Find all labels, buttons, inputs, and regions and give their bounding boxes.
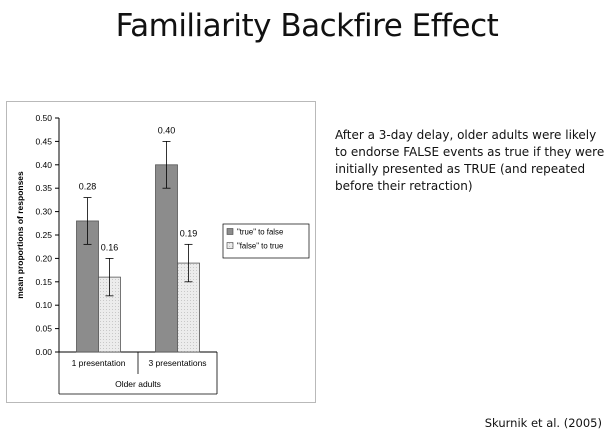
y-tick-label: 0.10 xyxy=(35,300,52,310)
x-tick-label: 3 presentations xyxy=(148,358,206,368)
chart-frame: 0.00 0.05 0.10 0.15 0.20 0.25 0.30 0.35 0.40 0.45… xyxy=(6,101,316,403)
y-tick-label: 0.35 xyxy=(35,183,52,193)
slide-caption: After a 3-day delay, older adults were l… xyxy=(335,128,605,193)
bar xyxy=(155,164,178,353)
data-label: 0.28 xyxy=(79,182,97,192)
y-tick-label: 0.30 xyxy=(35,207,52,217)
data-label: 0.19 xyxy=(180,228,198,238)
y-tick-label: 0.00 xyxy=(35,347,52,357)
y-tick-label: 0.05 xyxy=(35,324,52,334)
legend-label: "true" to false xyxy=(237,228,283,237)
y-tick-label: 0.50 xyxy=(35,113,52,123)
legend-swatch xyxy=(226,242,234,249)
legend-box xyxy=(222,223,310,259)
y-tick-label: 0.15 xyxy=(35,277,52,287)
data-label: 0.40 xyxy=(158,125,176,135)
y-tick-label: 0.20 xyxy=(35,253,52,263)
data-label: 0.16 xyxy=(101,242,119,252)
bar-chart: 0.00 0.05 0.10 0.15 0.20 0.25 0.30 0.35 0.40 0.45… xyxy=(15,113,310,395)
y-tick-label: 0.45 xyxy=(35,136,52,146)
x-tick-label: 1 presentation xyxy=(72,358,126,368)
slide-title: Familiarity Backfire Effect xyxy=(115,8,499,44)
y-axis-title: mean proportions of responses xyxy=(15,171,25,299)
y-tick-label: 0.40 xyxy=(35,160,52,170)
legend-label: "false" to true xyxy=(237,242,283,251)
legend-swatch xyxy=(226,228,234,235)
citation: Skurnik et al. (2005) xyxy=(484,416,602,430)
y-tick-label: 0.25 xyxy=(35,230,52,240)
x-axis-title: Older adults xyxy=(115,379,161,389)
